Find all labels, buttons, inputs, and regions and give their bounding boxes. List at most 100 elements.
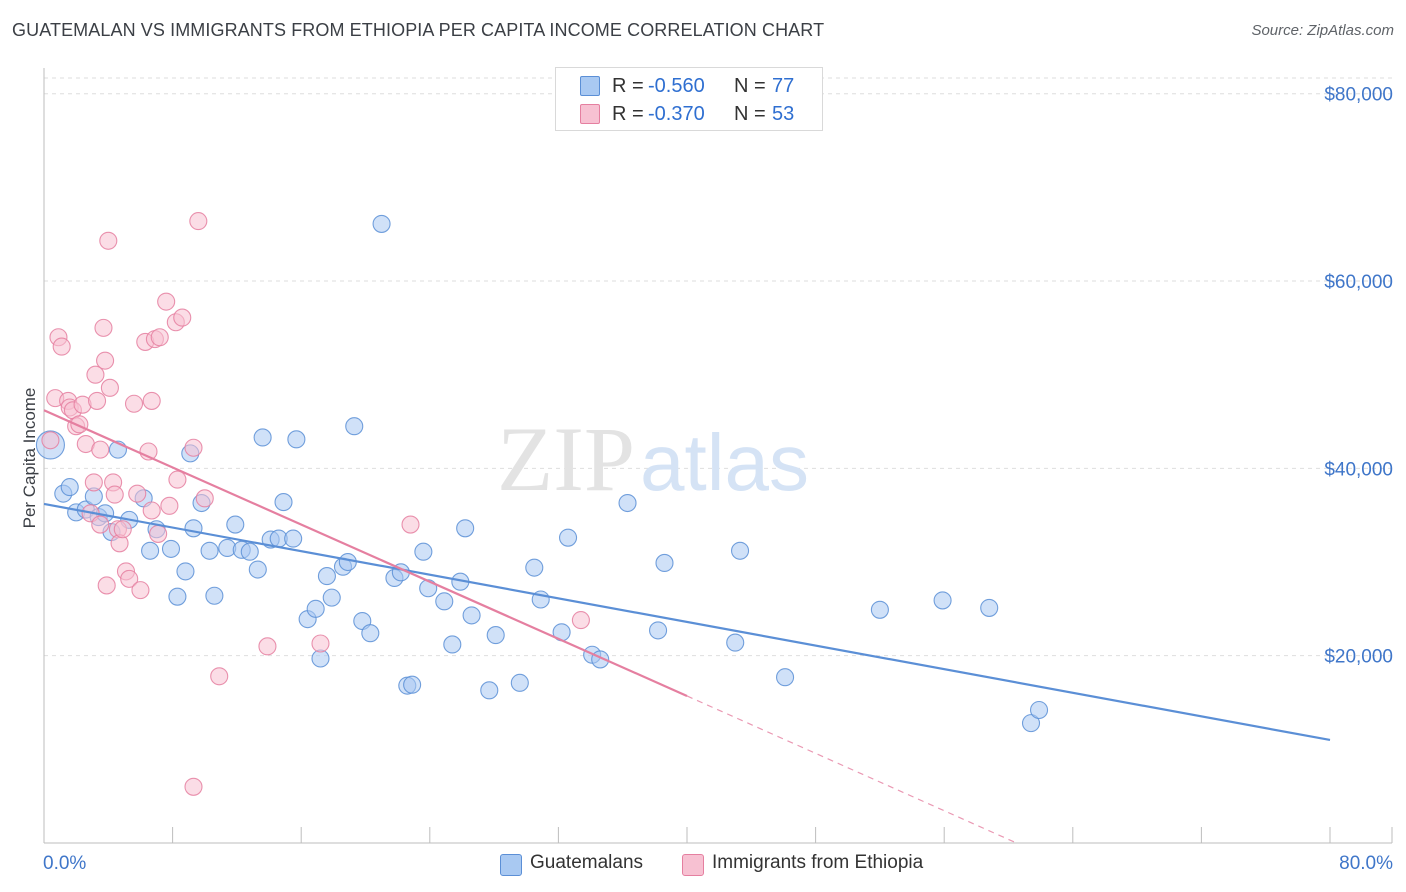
watermark: ZIP atlas (497, 408, 809, 510)
point-guatemalans (248, 560, 267, 579)
point-ethiopia (149, 524, 168, 543)
point-ethiopia (91, 440, 110, 459)
stats-box: R = -0.560 N = 77 R = -0.370 N = 53 (555, 67, 823, 131)
point-guatemalans (176, 562, 195, 581)
trend-line-guatemalans (43, 502, 1331, 742)
point-guatemalans (361, 624, 380, 643)
point-guatemalans (317, 567, 336, 586)
point-guatemalans (141, 541, 160, 560)
tick-labels: $20,000 $40,000 $60,000 $80,000 0.0% 80.0% (43, 85, 1393, 874)
point-guatemalans (253, 428, 272, 447)
point-guatemalans (306, 599, 325, 618)
point-ethiopia (142, 391, 161, 410)
point-guatemalans (435, 592, 454, 611)
point-ethiopia (52, 337, 71, 356)
point-ethiopia (184, 438, 203, 457)
point-ethiopia (173, 308, 192, 327)
point-guatemalans (372, 214, 391, 233)
point-ethiopia (184, 777, 203, 796)
legend-label-ethiopia: Immigrants from Ethiopia (712, 852, 924, 873)
point-guatemalans (403, 675, 422, 694)
point-ethiopia (401, 515, 420, 534)
y-tick-label: $40,000 (1324, 459, 1393, 480)
r-value: -0.370 (648, 102, 705, 125)
n-label: N = (734, 74, 766, 97)
point-ethiopia (120, 569, 139, 588)
point-guatemalans (419, 579, 438, 598)
point-ethiopia (189, 212, 208, 231)
point-guatemalans (649, 621, 668, 640)
point-ethiopia (97, 576, 116, 595)
legend-label-guatemalans: Guatemalans (530, 852, 644, 873)
r-label: R = (612, 74, 644, 97)
point-guatemalans (338, 552, 357, 572)
n-label: N = (734, 102, 766, 125)
trend-line-ethiopia-extension (686, 695, 1017, 844)
point-ethiopia (168, 470, 187, 489)
point-ethiopia (105, 485, 124, 504)
point-guatemalans (443, 635, 462, 654)
point-guatemalans (558, 528, 578, 547)
point-guatemalans (730, 541, 750, 560)
point-guatemalans (486, 626, 505, 645)
point-ethiopia (94, 318, 113, 337)
point-guatemalans (618, 493, 637, 513)
point-ethiopia (195, 489, 214, 508)
point-guatemalans (161, 539, 181, 558)
r-label: R = (612, 102, 644, 125)
point-guatemalans (456, 519, 475, 538)
point-guatemalans (345, 417, 364, 436)
point-guatemalans (60, 478, 79, 497)
point-ethiopia (571, 611, 590, 630)
point-ethiopia (96, 351, 115, 370)
point-guatemalans (226, 515, 245, 534)
watermark-zip: ZIP (497, 408, 635, 510)
trend-line-ethiopia (43, 409, 688, 697)
stats-swatch-guatemalans (580, 76, 600, 96)
n-value: 77 (772, 74, 795, 97)
point-guatemalans (240, 542, 259, 561)
n-value: 53 (772, 102, 795, 125)
point-guatemalans (726, 633, 745, 652)
point-ethiopia (86, 365, 105, 384)
point-ethiopia (84, 473, 103, 492)
point-guatemalans (655, 553, 674, 573)
watermark-atlas: atlas (640, 418, 809, 507)
point-ethiopia (113, 520, 132, 539)
point-guatemalans (480, 681, 499, 700)
point-guatemalans (200, 541, 219, 560)
point-ethiopia (131, 581, 150, 600)
point-guatemalans (274, 493, 293, 512)
point-guatemalans (168, 587, 187, 606)
point-guatemalans (933, 591, 952, 610)
y-tick-label: $80,000 (1324, 85, 1393, 106)
point-guatemalans (1029, 700, 1049, 720)
point-ethiopia (99, 231, 118, 250)
point-ethiopia (160, 496, 179, 515)
point-guatemalans (980, 598, 999, 617)
point-ethiopia (311, 634, 330, 653)
point-ethiopia (124, 394, 144, 413)
point-ethiopia (157, 292, 176, 311)
point-ethiopia (87, 391, 107, 410)
point-ethiopia (142, 501, 161, 520)
stats-swatch-ethiopia (580, 104, 600, 124)
point-ethiopia (258, 637, 277, 656)
point-ethiopia (128, 484, 147, 503)
trend-lines (43, 409, 1331, 844)
point-ethiopia (41, 431, 60, 450)
point-ethiopia (150, 328, 169, 347)
legend-swatch-ethiopia (682, 854, 704, 876)
point-guatemalans (205, 586, 224, 605)
point-guatemalans (1021, 714, 1041, 733)
chart-title: GUATEMALAN VS IMMIGRANTS FROM ETHIOPIA P… (12, 20, 825, 40)
point-guatemalans (414, 542, 433, 561)
point-guatemalans (287, 430, 306, 449)
point-guatemalans (184, 519, 203, 538)
point-guatemalans (462, 606, 481, 625)
gridlines (44, 77, 1392, 657)
point-guatemalans (776, 668, 795, 687)
point-guatemalans (870, 600, 889, 619)
data-points (35, 212, 1049, 796)
